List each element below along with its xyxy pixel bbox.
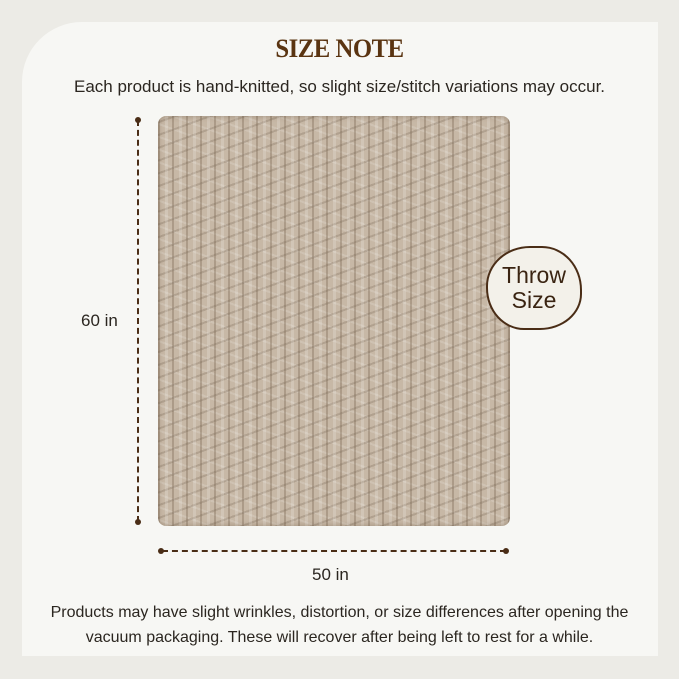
badge-line2: Size xyxy=(511,287,557,313)
height-dimension-line xyxy=(137,120,139,522)
width-label: 50 in xyxy=(312,565,349,584)
footer-line1: Products may have slight wrinkles, disto… xyxy=(50,604,629,621)
dimension-dot xyxy=(503,548,509,554)
page-title: SIZE NOTE xyxy=(275,34,404,63)
dimension-dot xyxy=(158,548,164,554)
dimension-dot xyxy=(135,117,141,123)
subtitle: Each product is hand-knitted, so slight … xyxy=(73,77,606,96)
footer-line2: vacuum packaging. These will recover aft… xyxy=(85,629,594,646)
width-dimension-line xyxy=(162,550,506,552)
dimension-dot xyxy=(135,519,141,525)
badge-line1: Throw xyxy=(502,262,566,288)
footer-note: Products may have slight wrinkles, disto… xyxy=(0,600,679,650)
knit-blanket-image xyxy=(158,116,510,526)
throw-size-badge: Throw Size xyxy=(486,246,582,330)
height-label: 60 in xyxy=(81,311,118,330)
